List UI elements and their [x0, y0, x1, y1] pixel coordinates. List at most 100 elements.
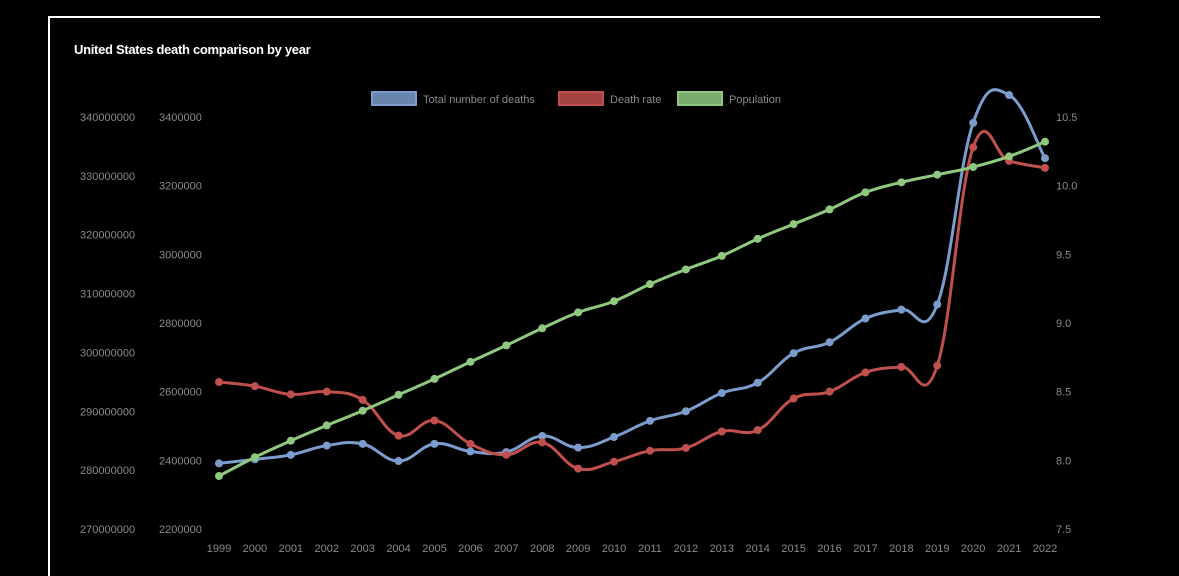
chart-legend: Total number of deaths Death rate Populati… — [371, 91, 781, 106]
data-point-total-number-of-deaths[interactable] — [1041, 154, 1049, 163]
x-tick-label: 2006 — [458, 543, 482, 555]
data-point-death-rate[interactable] — [681, 443, 690, 452]
data-point-population[interactable] — [861, 188, 870, 197]
data-point-death-rate[interactable] — [574, 464, 583, 473]
data-point-total-number-of-deaths[interactable] — [933, 300, 942, 309]
x-tick-label: 1999 — [207, 543, 231, 555]
legend-item-total-number-of-deaths[interactable]: Total number of deaths — [371, 91, 535, 106]
data-point-death-rate[interactable] — [466, 439, 475, 448]
chart-title: United States death comparison by year — [74, 42, 311, 57]
data-point-death-rate[interactable] — [250, 382, 259, 391]
data-point-population[interactable] — [358, 406, 367, 415]
data-point-population[interactable] — [645, 280, 654, 289]
data-point-death-rate[interactable] — [969, 143, 978, 152]
legend-item-death-rate[interactable]: Death rate — [558, 91, 661, 106]
data-point-total-number-of-deaths[interactable] — [215, 459, 223, 468]
rate-tick-label: 10.0 — [1056, 181, 1077, 193]
data-point-death-rate[interactable] — [825, 387, 834, 396]
data-point-total-number-of-deaths[interactable] — [394, 457, 403, 466]
data-point-death-rate[interactable] — [933, 361, 942, 370]
data-point-death-rate[interactable] — [861, 368, 870, 377]
data-point-population[interactable] — [215, 472, 223, 481]
rate-tick-label: 9.5 — [1056, 249, 1071, 261]
data-point-total-number-of-deaths[interactable] — [466, 447, 475, 456]
deaths-tick-label: 2400000 — [159, 455, 202, 467]
data-point-population[interactable] — [430, 374, 439, 383]
data-point-total-number-of-deaths[interactable] — [789, 349, 798, 358]
x-tick-label: 2003 — [350, 543, 374, 555]
data-point-total-number-of-deaths[interactable] — [897, 305, 906, 314]
data-point-total-number-of-deaths[interactable] — [645, 416, 654, 425]
legend-label: Total number of deaths — [423, 94, 535, 106]
data-point-death-rate[interactable] — [645, 446, 654, 455]
data-point-population[interactable] — [933, 170, 942, 179]
data-point-death-rate[interactable] — [717, 427, 726, 436]
data-point-total-number-of-deaths[interactable] — [1005, 91, 1014, 100]
population-tick-label: 280000000 — [80, 465, 135, 477]
data-point-death-rate[interactable] — [610, 457, 619, 466]
data-point-population[interactable] — [502, 341, 511, 350]
data-point-total-number-of-deaths[interactable] — [825, 338, 834, 347]
deaths-tick-label: 3000000 — [159, 249, 202, 261]
data-point-total-number-of-deaths[interactable] — [538, 431, 547, 440]
data-point-total-number-of-deaths[interactable] — [610, 432, 619, 441]
legend-swatch — [371, 91, 417, 106]
deaths-tick-label: 2600000 — [159, 387, 202, 399]
y-axis-rate: 10.5 10.0 9.5 9.0 8.5 8.0 7.5 — [1056, 112, 1077, 536]
population-tick-label: 290000000 — [80, 406, 135, 418]
x-tick-label: 2022 — [1033, 543, 1057, 555]
data-point-population[interactable] — [322, 421, 331, 430]
data-point-population[interactable] — [538, 324, 547, 333]
x-tick-label: 2021 — [997, 543, 1021, 555]
data-point-population[interactable] — [825, 205, 834, 214]
data-point-total-number-of-deaths[interactable] — [574, 443, 583, 452]
data-point-death-rate[interactable] — [538, 438, 547, 447]
data-point-total-number-of-deaths[interactable] — [861, 314, 870, 323]
data-point-population[interactable] — [717, 251, 726, 260]
deaths-tick-label: 3200000 — [159, 181, 202, 193]
x-tick-label: 2017 — [853, 543, 877, 555]
data-point-population[interactable] — [897, 178, 906, 187]
data-point-death-rate[interactable] — [502, 450, 511, 459]
data-point-population[interactable] — [969, 163, 978, 172]
data-point-population[interactable] — [789, 220, 798, 229]
data-point-total-number-of-deaths[interactable] — [358, 439, 367, 448]
data-point-population[interactable] — [681, 265, 690, 274]
data-point-death-rate[interactable] — [1041, 163, 1049, 172]
data-point-population[interactable] — [574, 308, 583, 317]
data-point-death-rate[interactable] — [358, 395, 367, 404]
data-point-population[interactable] — [250, 453, 259, 462]
data-point-population[interactable] — [286, 436, 295, 445]
population-tick-label: 300000000 — [80, 347, 135, 359]
data-point-death-rate[interactable] — [286, 390, 295, 399]
data-point-death-rate[interactable] — [215, 378, 223, 387]
data-point-death-rate[interactable] — [394, 431, 403, 440]
series-total-number-of-deaths — [215, 88, 1049, 468]
population-tick-label: 340000000 — [80, 112, 135, 124]
data-point-population[interactable] — [1005, 152, 1014, 161]
legend-item-population[interactable]: Population — [677, 91, 781, 106]
data-point-population[interactable] — [753, 234, 762, 243]
data-point-population[interactable] — [1041, 137, 1049, 146]
data-point-total-number-of-deaths[interactable] — [322, 441, 331, 450]
data-point-death-rate[interactable] — [322, 387, 331, 396]
data-point-total-number-of-deaths[interactable] — [717, 389, 726, 398]
data-point-population[interactable] — [466, 357, 475, 366]
rate-tick-label: 7.5 — [1056, 524, 1071, 536]
x-tick-label: 2020 — [961, 543, 985, 555]
data-point-death-rate[interactable] — [430, 416, 439, 425]
data-point-total-number-of-deaths[interactable] — [681, 407, 690, 416]
rate-tick-label: 8.5 — [1056, 387, 1071, 399]
data-point-population[interactable] — [610, 297, 619, 306]
data-point-death-rate[interactable] — [753, 426, 762, 435]
data-point-death-rate[interactable] — [897, 362, 906, 371]
data-point-death-rate[interactable] — [789, 394, 798, 403]
data-point-total-number-of-deaths[interactable] — [969, 118, 978, 127]
data-point-total-number-of-deaths[interactable] — [286, 450, 295, 459]
x-tick-label: 2010 — [602, 543, 626, 555]
chart-frame — [48, 16, 1100, 576]
rate-tick-label: 9.0 — [1056, 318, 1071, 330]
data-point-population[interactable] — [394, 390, 403, 399]
data-point-total-number-of-deaths[interactable] — [430, 439, 439, 448]
data-point-total-number-of-deaths[interactable] — [753, 378, 762, 387]
